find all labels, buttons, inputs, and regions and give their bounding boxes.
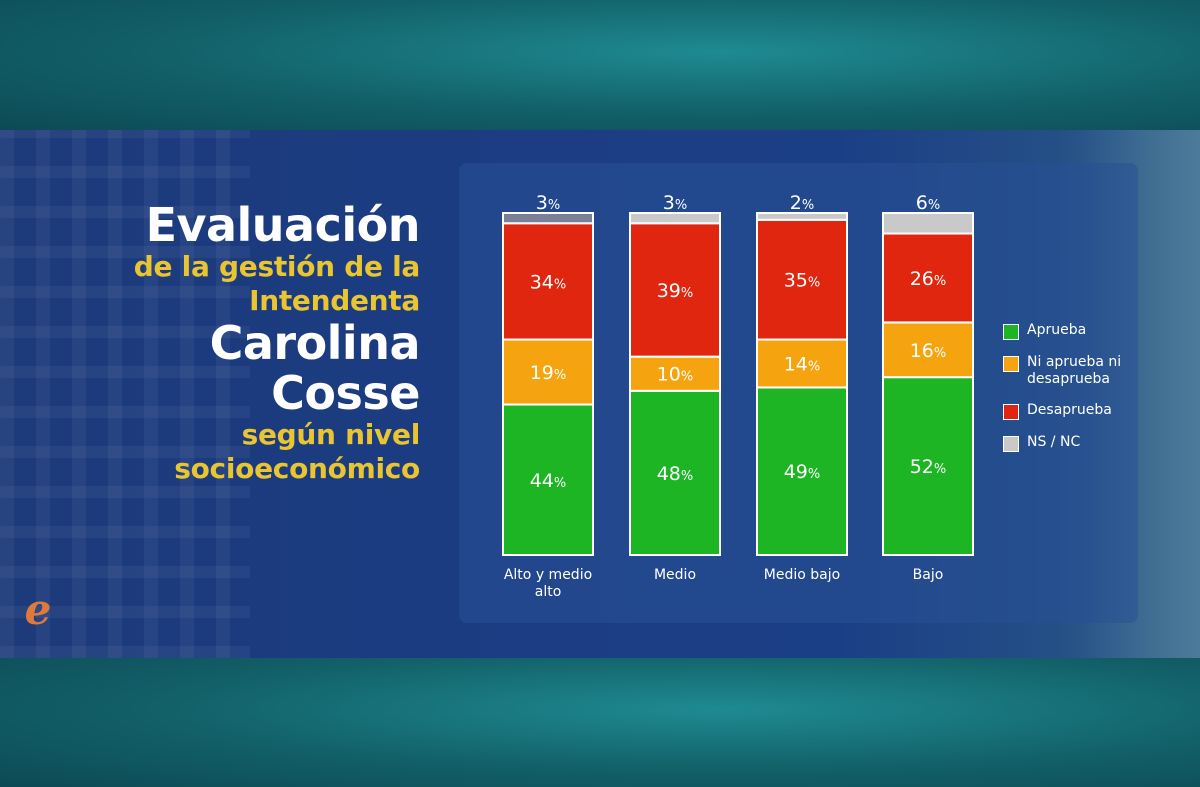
label-ni-4: 16%	[910, 340, 947, 362]
background-top	[0, 0, 1200, 130]
title-line-2: de la gestión de la	[133, 250, 421, 283]
bar-aprueba-2	[629, 389, 721, 556]
label-nsnc-1: 3%	[536, 192, 560, 214]
title-block: Evaluación de la gestión de la Intendent…	[100, 198, 421, 486]
category-label-1: Alto y medio alto	[503, 567, 593, 600]
label-desaprueba-1: 34%	[530, 271, 567, 293]
label-aprueba-4: 52%	[910, 456, 947, 478]
legend-swatch-ni	[1003, 356, 1019, 372]
title-line-5: Cosse	[271, 366, 420, 420]
background-building	[0, 130, 250, 658]
label-ni-3: 14%	[784, 353, 821, 375]
bar-aprueba-3	[756, 386, 848, 557]
title-line-6: según nivel	[241, 418, 421, 451]
background-bottom	[0, 658, 1200, 787]
bar-aprueba-4	[882, 376, 974, 556]
legend-label-nsnc: NS / NC	[1027, 434, 1081, 450]
label-nsnc-3: 2%	[790, 192, 814, 214]
legend-swatch-aprueba	[1003, 324, 1019, 340]
legend-label-desaprueba: Desaprueba	[1027, 402, 1112, 418]
chart-legend: Aprueba Ni aprueba ni desaprueba Desapru…	[1003, 322, 1183, 466]
bar-ni-2	[629, 355, 721, 392]
label-nsnc-4: 6%	[916, 192, 940, 214]
legend-label-ni: Ni aprueba ni desaprueba	[1027, 354, 1122, 387]
logo-glyph: e	[24, 585, 52, 634]
bar-desaprueba-3	[756, 218, 848, 341]
legend-swatch-nsnc	[1003, 436, 1019, 452]
bar-nsnc-1	[502, 212, 594, 225]
legend-label-aprueba: Aprueba	[1027, 322, 1087, 338]
label-nsnc-2: 3%	[663, 192, 687, 214]
label-aprueba-1: 44%	[530, 470, 567, 492]
e-logo-icon: e	[18, 589, 58, 631]
legend-item-nsnc: NS / NC	[1003, 434, 1183, 452]
legend-item-ni: Ni aprueba ni desaprueba	[1003, 354, 1183, 388]
legend-item-desaprueba: Desaprueba	[1003, 402, 1183, 420]
category-label-2: Medio	[653, 567, 697, 583]
legend-item-aprueba: Aprueba	[1003, 322, 1183, 340]
label-ni-2: 10%	[657, 364, 694, 386]
label-desaprueba-2: 39%	[657, 280, 694, 302]
label-desaprueba-3: 35%	[784, 270, 821, 292]
bar-nsnc-3	[756, 212, 848, 221]
bar-nsnc-2	[629, 212, 721, 225]
bar-nsnc-4	[882, 212, 974, 235]
label-aprueba-3: 49%	[784, 461, 821, 483]
bar-desaprueba-1	[502, 222, 594, 341]
category-label-3: Medio bajo	[763, 567, 841, 583]
title-line-3: Intendenta	[249, 284, 420, 317]
label-aprueba-2: 48%	[657, 463, 694, 485]
label-desaprueba-4: 26%	[910, 268, 947, 290]
legend-swatch-desaprueba	[1003, 404, 1019, 420]
title-line-7: socioeconómico	[174, 452, 420, 485]
bar-desaprueba-2	[629, 222, 721, 358]
title-line-4: Carolina	[209, 316, 421, 370]
label-ni-1: 19%	[530, 362, 567, 384]
category-label-4: Bajo	[912, 567, 944, 583]
title-line-1: Evaluación	[145, 198, 421, 252]
